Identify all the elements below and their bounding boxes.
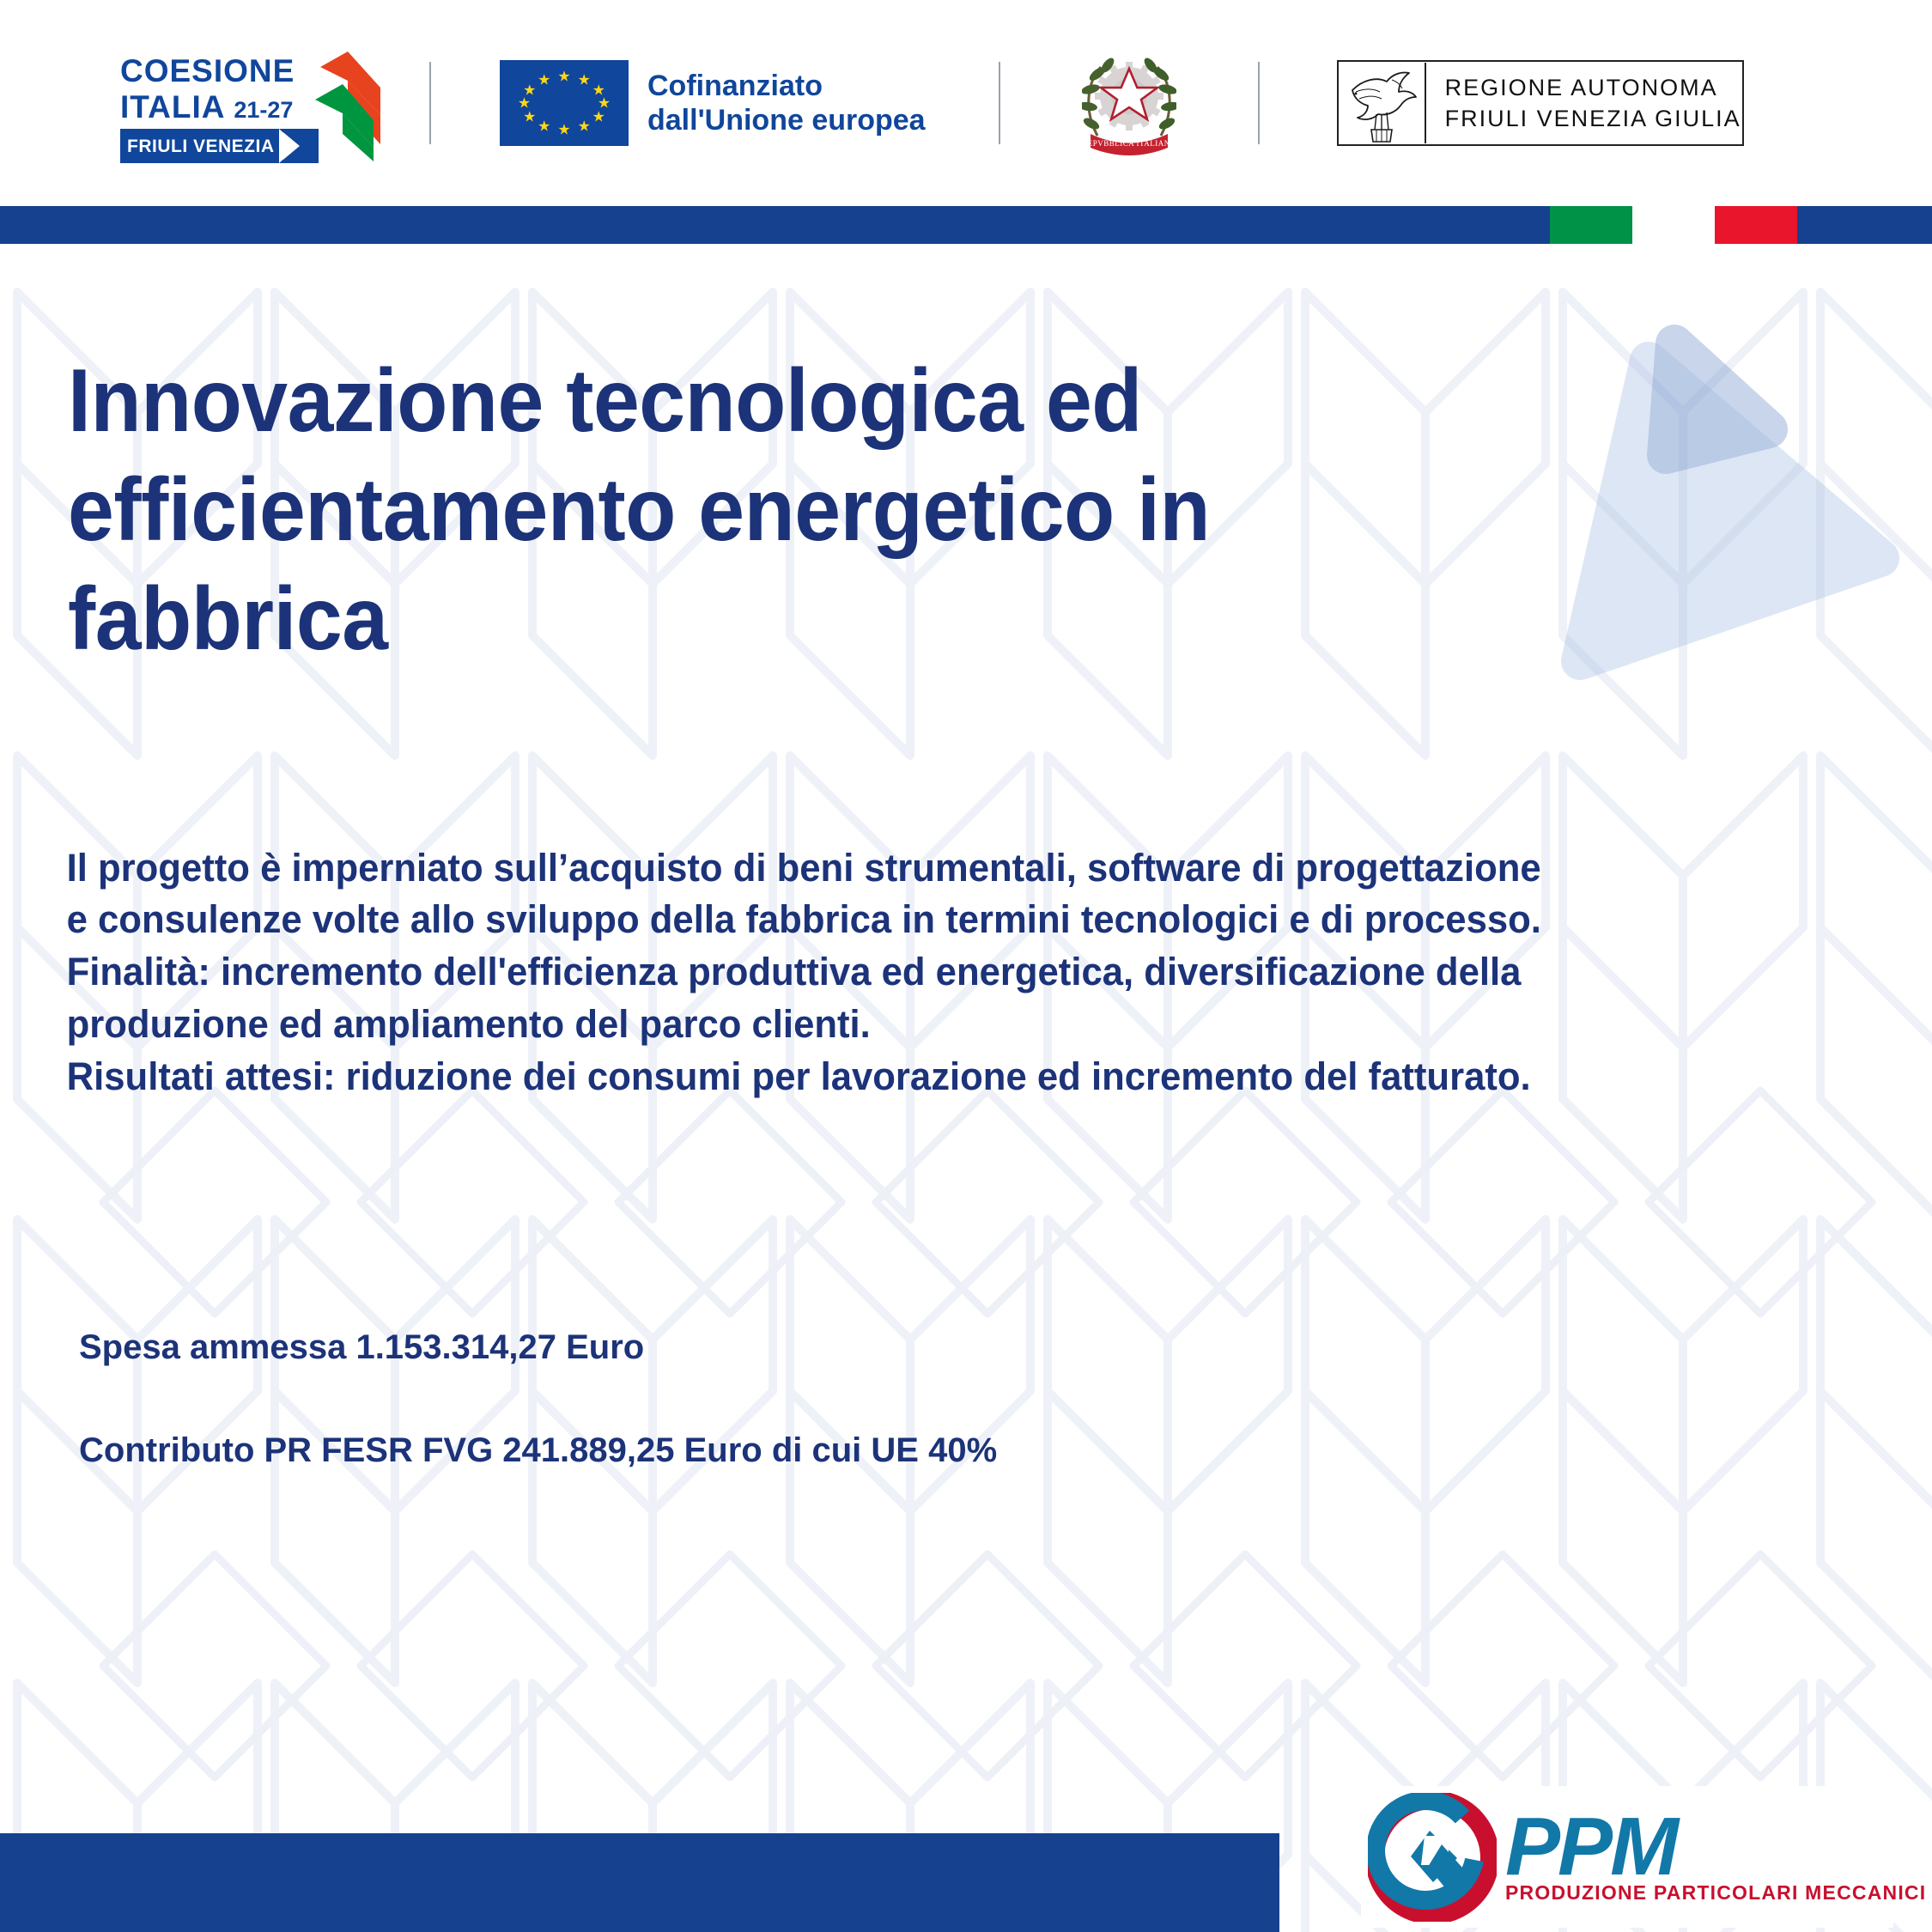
header-blue-bar: [0, 206, 1932, 244]
description-line-3: Finalità: incremento dell'efficienza pro…: [66, 950, 1522, 994]
coesione-region-band: FRIULI VENEZIA GIULIA: [120, 129, 343, 163]
coesione-line2: ITALIA: [120, 89, 225, 125]
flag-red-stripe: [1715, 206, 1797, 244]
republic-emblem-icon: REPVBBLICA ITALIANA: [1081, 58, 1176, 155]
description-line-1: Il progetto è imperniato sull’acquisto d…: [66, 845, 1541, 890]
eu-text-line1: Cofinanziato: [647, 69, 823, 102]
eu-text-line2: dall'Unione europea: [647, 104, 926, 137]
eagle-icon: [1351, 71, 1417, 143]
ppm-circular-q-mark: [1368, 1792, 1497, 1922]
project-description: Il progetto è imperniato sull’acquisto d…: [0, 674, 1783, 1103]
institutional-logo-bar: COESIONE ITALIA 21-27 FRIULI VENEZIA GIU…: [0, 0, 1932, 206]
regione-line2: FRIULI VENEZIA GIULIA: [1444, 106, 1741, 131]
regione-fvg-logo: REGIONE AUTONOMA FRIULI VENEZIA GIULIA: [1336, 39, 1744, 167]
flag-white-stripe: [1632, 206, 1715, 244]
title-line-2: efficientamento energetico in: [68, 459, 1211, 560]
description-line-4: produzione ed ampliamento del parco clie…: [66, 1001, 871, 1046]
page-title: Innovazione tecnologica ed efficientamen…: [0, 244, 1314, 674]
spesa-ammessa-line: Spesa ammessa 1.153.314,27 Euro: [79, 1328, 645, 1366]
coesione-years: 21-27: [234, 97, 294, 123]
italian-republic-emblem: REPVBBLICA ITALIANA: [1081, 39, 1176, 167]
eu-flag-icon: ★ ★ ★ ★ ★ ★ ★ ★ ★ ★ ★ ★: [500, 60, 629, 146]
regione-line1: REGIONE AUTONOMA: [1444, 74, 1718, 100]
title-line-1: Innovazione tecnologica ed: [68, 351, 1142, 451]
main-content: Innovazione tecnologica ed efficientamen…: [0, 244, 1932, 1103]
contributo-line: Contributo PR FESR FVG 241.889,25 Euro d…: [79, 1431, 998, 1469]
regione-eagle-box: [1339, 63, 1426, 143]
funding-figures: Spesa ammessa 1.153.314,27 Euro Contribu…: [79, 1327, 997, 1471]
emblem-ribbon-text: REPVBBLICA ITALIANA: [1082, 139, 1176, 148]
logo-divider-3: [1257, 62, 1260, 144]
ppm-tagline: PRODUZIONE PARTICOLARI MECCANICI: [1505, 1881, 1927, 1905]
coesione-line1: COESIONE: [120, 53, 295, 88]
logo-divider-2: [998, 62, 1000, 144]
description-line-5: Risultati attesi: riduzione dei consumi …: [66, 1054, 1531, 1098]
flag-green-stripe: [1550, 206, 1632, 244]
figures-spacer: [79, 1368, 997, 1430]
logo-divider-1: [429, 62, 431, 144]
title-line-3: fabbrica: [68, 568, 388, 669]
description-line-2: e consulenze volte allo sviluppo della f…: [66, 897, 1541, 942]
italian-flag-icon: [1550, 206, 1797, 244]
eu-cofinanced-logo: ★ ★ ★ ★ ★ ★ ★ ★ ★ ★ ★ ★ Cofinanziato dal…: [500, 39, 926, 167]
ppm-name: PPM: [1505, 1800, 1679, 1893]
ppm-company-logo: PPM PRODUZIONE PARTICOLARI MECCANICI: [1361, 1786, 1925, 1928]
coesione-arrow-notch-icon: [279, 129, 319, 163]
coesione-tricolor-chevron-icon: [315, 52, 380, 161]
coesione-italia-logo: COESIONE ITALIA 21-27 FRIULI VENEZIA GIU…: [0, 39, 380, 167]
footer-blue-bar: [0, 1833, 1279, 1932]
